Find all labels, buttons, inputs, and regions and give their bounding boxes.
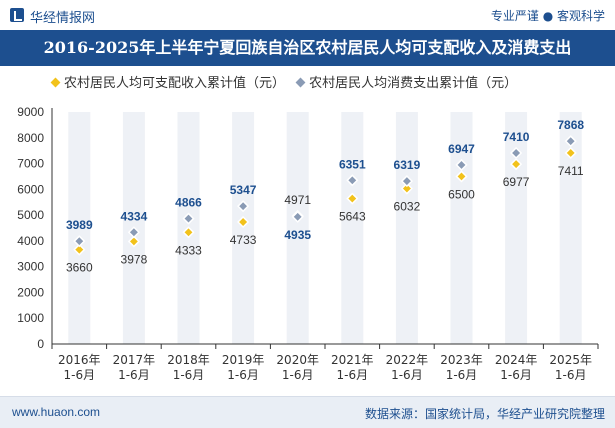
top-bar: 华经情报网 专业严谨 ● 客观科学 <box>0 0 615 30</box>
y-tick-label: 1000 <box>17 311 44 325</box>
chart-title: 2016-2025年上半年宁夏回族自治区农村居民人均可支配收入及消费支出 <box>43 38 572 57</box>
income-point <box>455 170 468 183</box>
y-tick-label: 7000 <box>17 157 44 171</box>
diamond-marker-icon <box>50 77 61 88</box>
consumption-data-label: 6351 <box>339 157 366 171</box>
x-tick-label: 2019年 1-6月 <box>222 353 265 382</box>
column-band <box>505 112 528 344</box>
consumption-point <box>291 210 304 223</box>
consumption-data-label: 7868 <box>557 118 584 132</box>
x-tick-label: 2017年 1-6月 <box>113 353 156 382</box>
x-tick-label: 2016年 1-6月 <box>58 353 101 382</box>
y-tick-label: 3000 <box>17 260 44 274</box>
footer: www.huaon.com 数据来源：国家统计局，华经产业研究院整理 <box>0 396 615 428</box>
chart-legend: 农村居民人均可支配收入累计值（元） 农村居民人均消费支出累计值（元） <box>50 72 525 94</box>
consumption-point <box>73 235 86 248</box>
income-point <box>127 235 140 248</box>
income-point <box>510 158 523 171</box>
y-tick-label: 8000 <box>17 131 44 145</box>
title-bar: 2016-2025年上半年宁夏回族自治区农村居民人均可支配收入及消费支出 <box>0 30 615 66</box>
legend-item-income: 农村居民人均可支配收入累计值（元） <box>50 72 286 91</box>
footer-website: www.huaon.com <box>12 405 101 419</box>
consumption-point <box>510 146 523 160</box>
income-data-label: 5643 <box>339 210 366 224</box>
x-tick-label: 2021年 1-6月 <box>331 353 374 382</box>
diamond-marker-icon <box>295 77 306 88</box>
consumption-data-label: 4866 <box>175 196 202 210</box>
y-tick-label: 4000 <box>17 234 44 248</box>
consumption-data-label: 7410 <box>503 130 530 144</box>
consumption-point <box>182 212 195 225</box>
x-tick-label: 2022年 1-6月 <box>386 353 429 382</box>
y-tick-label: 6000 <box>17 182 44 196</box>
consumption-data-label: 4334 <box>121 209 148 223</box>
consumption-point <box>346 174 359 187</box>
x-tick-label: 2025年 1-6月 <box>549 353 592 382</box>
consumption-data-label: 5347 <box>230 183 257 197</box>
consumption-point <box>564 135 577 148</box>
column-band <box>450 112 473 344</box>
y-tick-label: 0 <box>37 337 44 351</box>
y-tick-label: 5000 <box>17 208 44 222</box>
chart-plot: 0 1000 2000 3000 4000 5000 6000 7000 8000 9000 201… <box>17 105 599 382</box>
legend-label-consumption: 农村居民人均消费支出累计值（元） <box>309 76 518 91</box>
income-point <box>564 146 577 160</box>
income-data-label: 3978 <box>121 252 148 266</box>
x-tick-label: 2023年 1-6月 <box>440 353 483 382</box>
consumption-point <box>127 226 140 239</box>
consumption-data-label: 6319 <box>394 158 421 172</box>
column-band <box>68 112 91 344</box>
income-data-label: 4971 <box>284 193 311 207</box>
consumption-point <box>400 175 413 188</box>
consumption-data-label: 4935 <box>284 228 311 242</box>
income-data-label: 7411 <box>558 164 584 178</box>
column-band <box>559 112 582 344</box>
column-band <box>286 112 309 344</box>
income-data-label: 3660 <box>66 261 93 275</box>
consumption-data-label: 3989 <box>66 218 93 232</box>
column-band <box>341 112 364 344</box>
brand-logo-icon <box>10 8 24 22</box>
x-tick-label: 2018年 1-6月 <box>167 353 210 382</box>
footer-source: 数据来源：国家统计局，华经产业研究院整理 <box>364 407 605 421</box>
income-point <box>400 182 413 195</box>
income-point <box>346 192 359 205</box>
x-tick-label: 2020年 1-6月 <box>276 353 319 382</box>
slogan: 专业严谨 ● 客观科学 <box>490 9 605 23</box>
income-data-label: 4333 <box>175 243 202 257</box>
legend-label-income: 农村居民人均可支配收入累计值（元） <box>64 76 286 91</box>
x-tick-label: 2024年 1-6月 <box>495 353 538 382</box>
column-band <box>395 112 418 344</box>
consumption-point <box>237 200 250 213</box>
consumption-data-label: 6947 <box>448 142 475 156</box>
consumption-point <box>455 158 468 171</box>
income-point <box>237 215 250 229</box>
y-tick-label: 2000 <box>17 285 44 299</box>
y-tick-label: 9000 <box>17 105 44 119</box>
income-point <box>73 243 86 256</box>
income-data-label: 6500 <box>448 187 475 201</box>
brand-name: 华经情报网 <box>30 11 96 26</box>
income-point <box>182 226 195 239</box>
legend-item-consumption: 农村居民人均消费支出累计值（元） <box>295 72 518 91</box>
income-data-label: 6977 <box>503 175 530 189</box>
income-data-label: 4733 <box>230 233 257 247</box>
income-data-label: 6032 <box>394 200 421 214</box>
